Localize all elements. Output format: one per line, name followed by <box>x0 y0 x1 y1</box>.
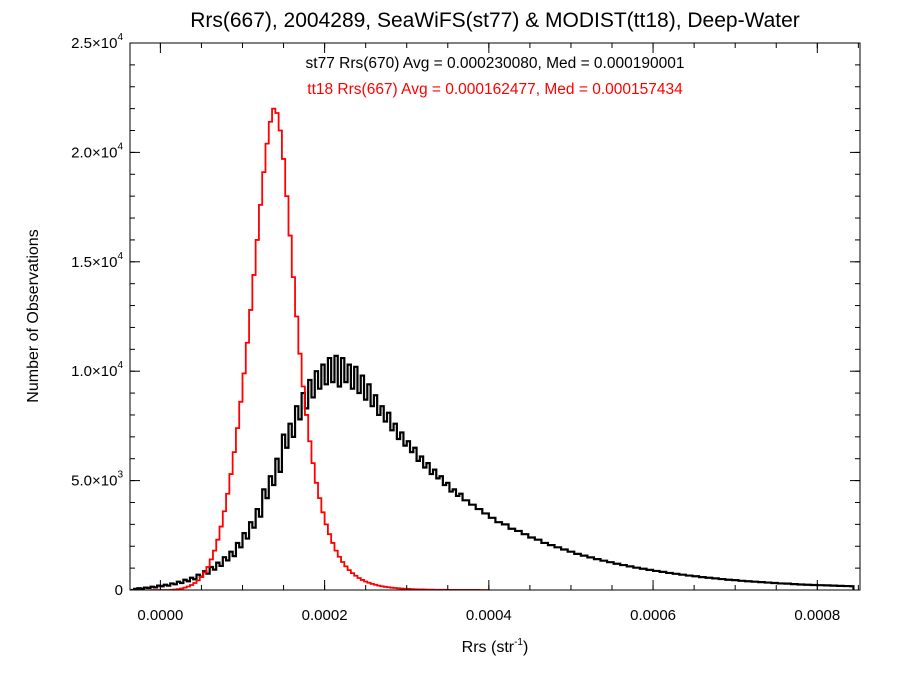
x-axis-label-close: ) <box>523 639 528 656</box>
x-tick-label: 0.0004 <box>466 607 512 624</box>
y-tick-label: 1.5×104 <box>71 251 123 271</box>
chart-title: Rrs(667), 2004289, SeaWiFS(st77) & MODIS… <box>190 9 800 32</box>
legend-entry-st77: st77 Rrs(670) Avg = 0.000230080, Med = 0… <box>306 55 685 72</box>
y-axis-label: Number of Observations <box>25 229 42 402</box>
series-st77-line <box>130 354 855 590</box>
y-ticks: 0 5.0×103 1.0×104 1.5×104 2.0×104 2.5×104 <box>71 32 860 599</box>
series-layer <box>130 107 855 590</box>
x-axis-label-main: Rrs (str <box>462 639 515 656</box>
x-ticks: 0.0000 0.0002 0.0004 0.0006 0.0008 <box>137 43 859 624</box>
legend-entry-tt18: tt18 Rrs(667) Avg = 0.000162477, Med = 0… <box>307 81 683 98</box>
series-tt18-line <box>150 107 490 590</box>
y-tick-label: 0 <box>115 582 123 599</box>
x-tick-label: 0.0008 <box>794 607 840 624</box>
x-axis-label: Rrs (str-1) <box>462 637 529 656</box>
x-tick-label: 0.0000 <box>137 607 183 624</box>
y-tick-label: 2.0×104 <box>71 141 123 161</box>
plot-frame <box>129 42 861 591</box>
x-tick-label: 0.0006 <box>630 607 676 624</box>
x-tick-label: 0.0002 <box>302 607 348 624</box>
y-tick-label: 2.5×104 <box>71 32 123 52</box>
y-tick-label: 5.0×103 <box>71 470 123 490</box>
x-axis-label-sup: -1 <box>514 637 523 648</box>
y-tick-label: 1.0×104 <box>71 360 123 380</box>
